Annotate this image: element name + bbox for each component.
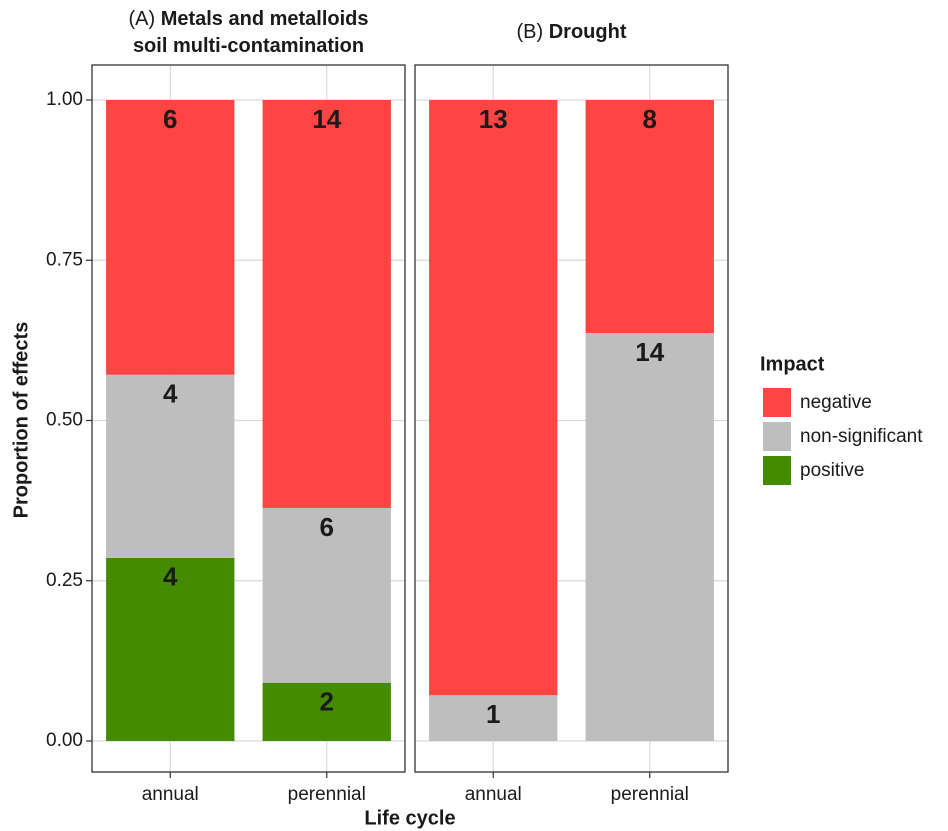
count-label: 1	[486, 699, 500, 729]
panel-border	[91, 64, 406, 773]
x-axis-label: Life cycle	[364, 807, 455, 829]
panel-border	[414, 64, 729, 773]
count-label: 4	[163, 562, 178, 592]
count-label: 14	[635, 337, 664, 367]
count-label: 8	[643, 104, 657, 134]
panel-title-text: Drought	[549, 21, 627, 43]
count-label: 4	[163, 379, 178, 409]
x-tick-label: perennial	[611, 784, 689, 805]
panel-title-text: soil multi-contamination	[133, 35, 364, 57]
y-tick-label: 0.00	[46, 730, 83, 751]
y-tick-label: 0.25	[46, 570, 83, 591]
legend-label: non-significant	[800, 426, 923, 447]
x-tick-label: annual	[465, 784, 522, 805]
x-tick-label: perennial	[288, 784, 366, 805]
y-tick-label: 0.50	[46, 410, 83, 431]
y-axis-label: Proportion of effects	[10, 322, 32, 519]
bar-segment	[262, 507, 391, 683]
panel-title: (B) Drought	[517, 21, 627, 43]
count-label: 13	[479, 104, 508, 134]
legend-title: Impact	[760, 353, 825, 375]
legend-key	[763, 456, 791, 485]
count-label: 2	[320, 687, 334, 717]
bar-segment	[106, 557, 235, 741]
legend-label: positive	[800, 460, 864, 481]
count-label: 6	[163, 104, 177, 134]
legend-key	[763, 388, 791, 417]
panel-title: soil multi-contamination	[133, 35, 364, 57]
x-tick-label: annual	[142, 784, 199, 805]
count-label: 14	[312, 104, 341, 134]
panel-label: (B)	[517, 21, 549, 43]
count-label: 6	[320, 512, 334, 542]
panel-title: (A) Metals and metalloids	[128, 8, 368, 30]
bar-segment	[585, 333, 714, 741]
legend-key	[763, 422, 791, 451]
bar-segment	[429, 695, 558, 741]
bar-segment	[262, 100, 391, 508]
legend-label: negative	[800, 392, 872, 413]
panel-title-text: Metals and metalloids	[161, 8, 369, 30]
panel-label: (A)	[128, 8, 160, 30]
y-tick-label: 1.00	[46, 89, 83, 110]
y-tick-label: 0.75	[46, 249, 83, 270]
bar-segment	[585, 100, 714, 334]
bar-segment	[429, 100, 558, 696]
bar-segment	[262, 682, 391, 741]
bar-segment	[106, 100, 235, 375]
bar-segment	[106, 374, 235, 558]
